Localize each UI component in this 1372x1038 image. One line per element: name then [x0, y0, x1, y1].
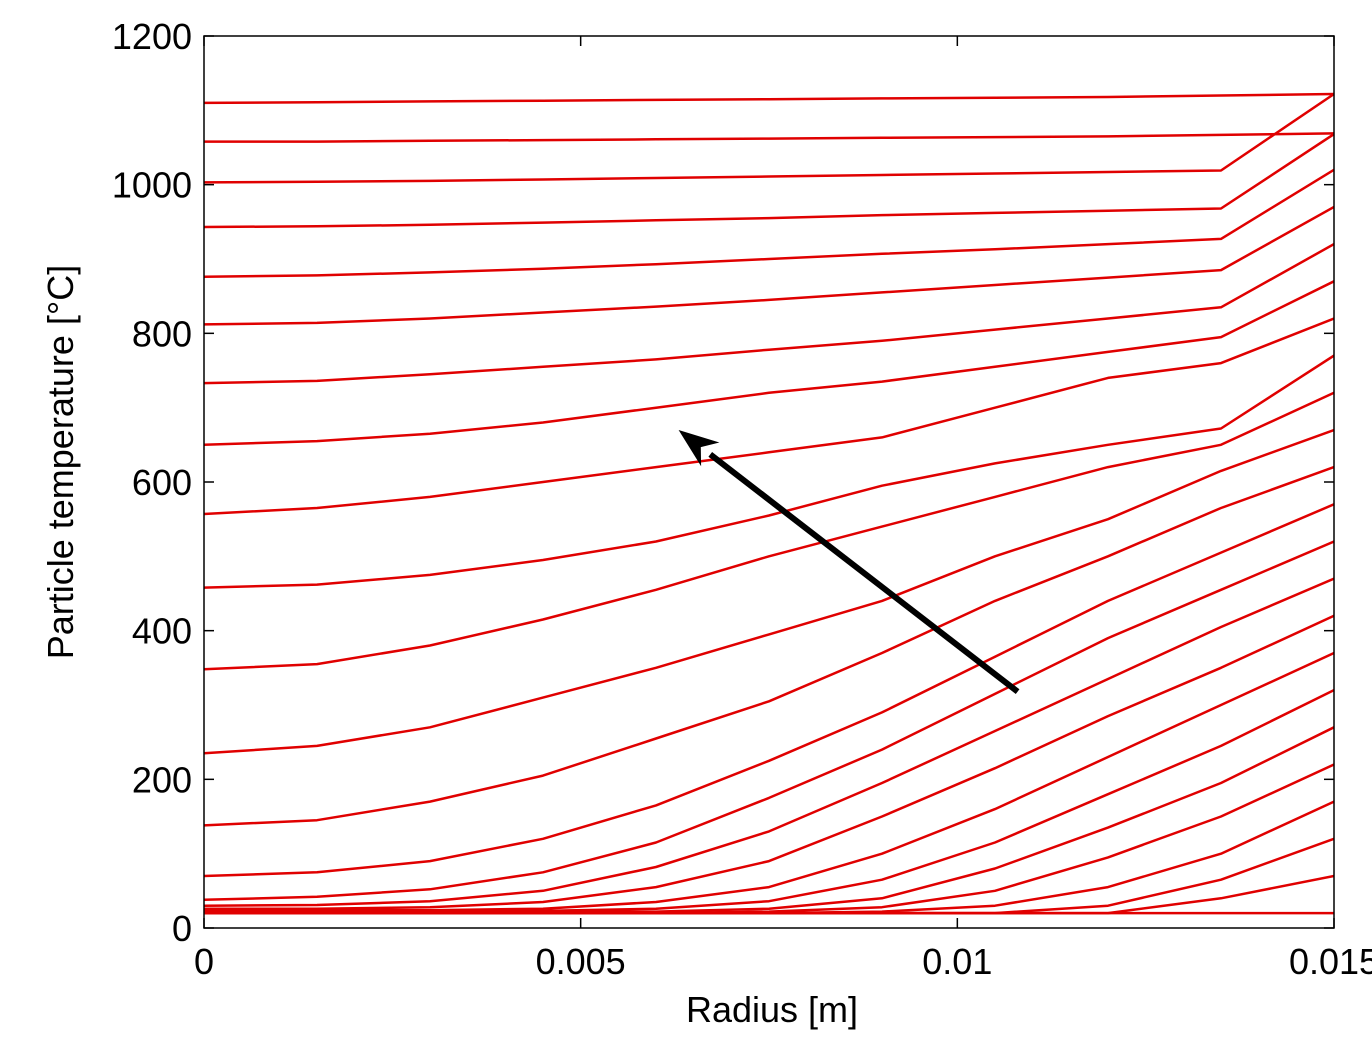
series-line-9: [204, 614, 1334, 910]
series-line-12: [204, 503, 1334, 878]
series-line-24: [204, 132, 1334, 143]
series-line-8: [204, 651, 1334, 912]
series-line-11: [204, 540, 1334, 902]
x-axis-title: Radius [m]: [686, 989, 858, 1030]
series-line-23: [204, 92, 1334, 184]
series-line-5: [204, 763, 1334, 915]
series-line-20: [204, 205, 1334, 326]
series-line-19: [204, 243, 1334, 385]
y-tick-label-2: 200: [132, 759, 192, 800]
series-line-25: [204, 92, 1334, 105]
plot-area: [204, 36, 1334, 928]
series-line-10: [204, 577, 1334, 907]
series-line-18: [204, 280, 1334, 447]
x-tick-label-3: 0.01: [922, 941, 992, 982]
arrow-head: [678, 430, 720, 467]
y-axis-title: Particle temperature [°C]: [40, 265, 81, 660]
y-tick-label-4: 600: [132, 462, 192, 503]
y-tick-label-3: 400: [132, 611, 192, 652]
x-tick-label-1: 0: [194, 941, 214, 982]
series-layer: [204, 92, 1334, 915]
series-line-22: [204, 133, 1334, 229]
series-line-17: [204, 317, 1334, 516]
y-tick-label-6: 1000: [112, 165, 192, 206]
series-line-16: [204, 354, 1334, 589]
series-line-13: [204, 465, 1334, 827]
series-line-14: [204, 428, 1334, 755]
y-tick-label-7: 1200: [112, 16, 192, 57]
y-tick-label-1: 0: [172, 908, 192, 949]
series-line-21: [204, 168, 1334, 279]
y-tick-label-5: 800: [132, 313, 192, 354]
x-tick-label-4: 0.015: [1289, 941, 1372, 982]
arrow-shaft: [708, 452, 1020, 694]
series-line-7: [204, 688, 1334, 913]
tick-layer: 0 0.005 0.01 0.015 0 200 400 600 800 1000 1200: [112, 16, 1372, 982]
x-tick-label-2: 0.005: [536, 941, 626, 982]
arrow-layer: [678, 430, 1020, 694]
series-line-15: [204, 391, 1334, 671]
